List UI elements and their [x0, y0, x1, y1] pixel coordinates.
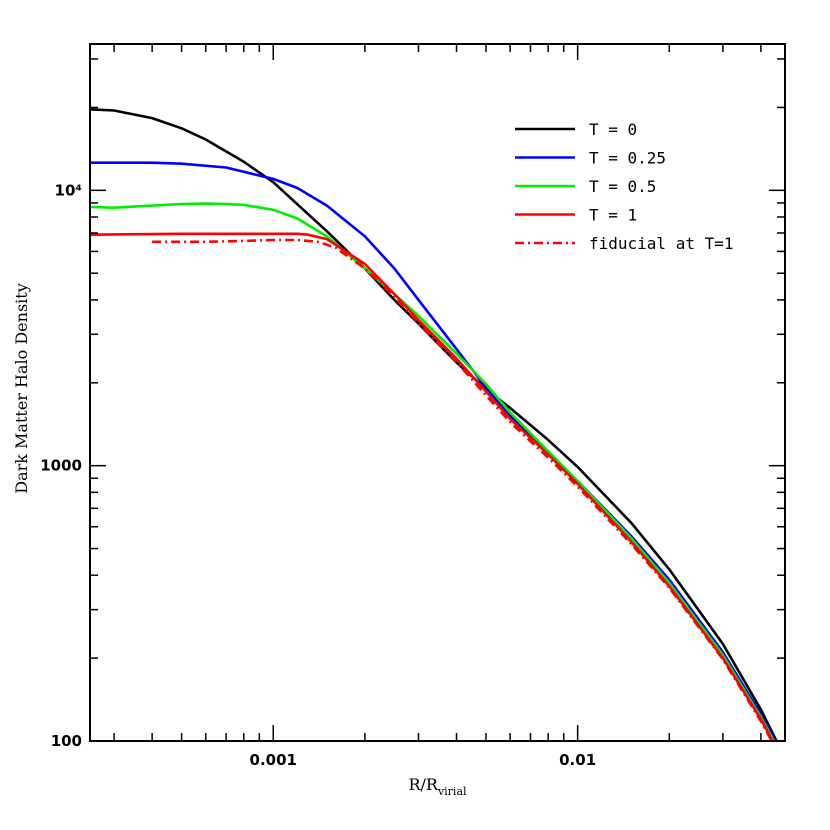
ticks-layer	[90, 44, 785, 742]
plot-frame	[89, 43, 786, 742]
series-line-2	[90, 202, 776, 741]
series-line-3	[90, 232, 775, 741]
legend: T = 0 T = 0.25 T = 0.5 T = 1 fiducial at T=1	[515, 120, 734, 253]
y-axis-title: Dark Matter Halo Density	[12, 283, 31, 494]
y-tick-label: 1000	[40, 457, 82, 475]
legend-label-3: T = 1	[589, 206, 637, 225]
legend-label-1: T = 0.25	[589, 149, 666, 168]
x-axis-title-subscript: virial	[437, 785, 467, 798]
y-tick-label: 10⁴	[55, 181, 82, 199]
legend-label-2: T = 0.5	[589, 177, 656, 196]
x-axis-title: R/Rvirial	[408, 775, 467, 798]
series-line-4	[152, 238, 774, 741]
legend-label-0: T = 0	[589, 120, 637, 139]
legend-label-4: fiducial at T=1	[589, 234, 734, 253]
curves-layer	[90, 108, 778, 741]
tick-labels-layer: 0.001 0.01 100 1000 10⁴	[40, 181, 596, 769]
series-line-1	[90, 161, 777, 741]
y-tick-label: 100	[51, 732, 82, 750]
x-axis-title-main: R/R	[408, 775, 438, 794]
x-tick-label: 0.001	[250, 751, 297, 769]
x-tick-label: 0.01	[559, 751, 596, 769]
